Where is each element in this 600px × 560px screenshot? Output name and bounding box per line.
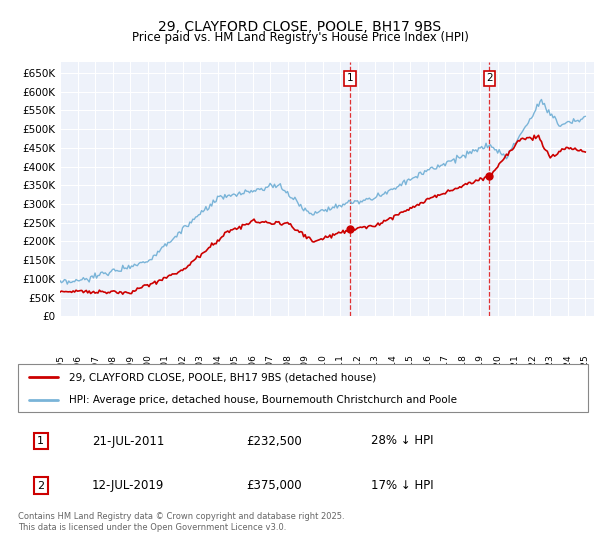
Text: 2: 2 [486,73,493,83]
FancyBboxPatch shape [18,364,588,412]
Text: 29, CLAYFORD CLOSE, POOLE, BH17 9BS: 29, CLAYFORD CLOSE, POOLE, BH17 9BS [158,20,442,34]
Text: 17% ↓ HPI: 17% ↓ HPI [371,479,434,492]
Text: 28% ↓ HPI: 28% ↓ HPI [371,435,434,447]
Text: 1: 1 [346,73,353,83]
Text: 21-JUL-2011: 21-JUL-2011 [92,435,164,447]
Text: 29, CLAYFORD CLOSE, POOLE, BH17 9BS (detached house): 29, CLAYFORD CLOSE, POOLE, BH17 9BS (det… [70,372,377,382]
Text: Price paid vs. HM Land Registry's House Price Index (HPI): Price paid vs. HM Land Registry's House … [131,31,469,44]
Text: £232,500: £232,500 [246,435,302,447]
Text: 2: 2 [37,481,44,491]
Text: £375,000: £375,000 [246,479,302,492]
Text: 12-JUL-2019: 12-JUL-2019 [92,479,164,492]
Text: HPI: Average price, detached house, Bournemouth Christchurch and Poole: HPI: Average price, detached house, Bour… [70,395,457,405]
Text: Contains HM Land Registry data © Crown copyright and database right 2025.
This d: Contains HM Land Registry data © Crown c… [18,512,344,532]
Text: 1: 1 [37,436,44,446]
